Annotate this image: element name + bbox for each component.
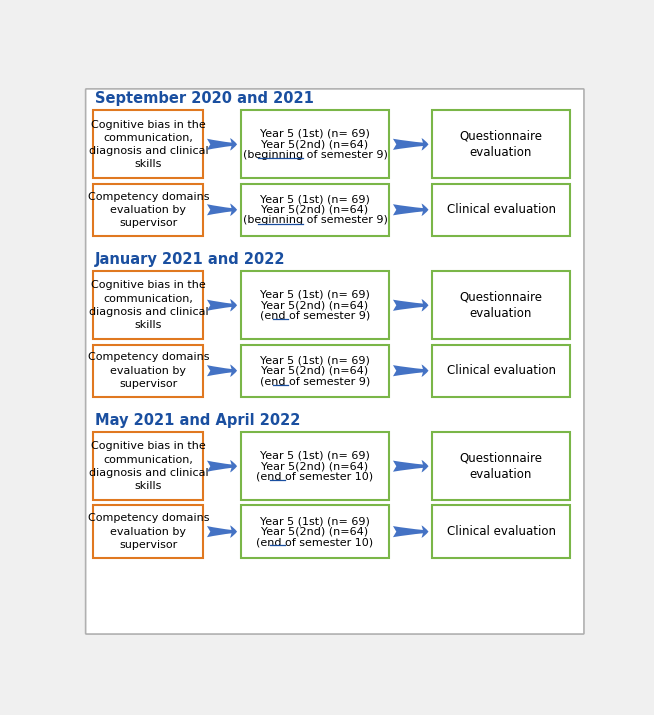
Text: Questionnaire
evaluation: Questionnaire evaluation [460, 129, 543, 159]
Bar [241, 345, 389, 397]
Text: (end of semester 10): (end of semester 10) [256, 472, 373, 482]
Bar [94, 506, 203, 558]
Text: Year 5 (1st) (n= 69): Year 5 (1st) (n= 69) [260, 516, 370, 526]
Text: Cognitive bias in the
communication,
diagnosis and clinical
skills: Cognitive bias in the communication, dia… [88, 119, 208, 169]
Bar [432, 433, 570, 500]
Bar [241, 110, 389, 178]
Text: Year 5 (1st) (n= 69): Year 5 (1st) (n= 69) [260, 194, 370, 204]
Text: (beginning of semester 9): (beginning of semester 9) [243, 215, 387, 225]
Text: Clinical evaluation: Clinical evaluation [447, 364, 555, 378]
Text: Year 5(2nd) (n=64): Year 5(2nd) (n=64) [262, 204, 369, 214]
Bar [241, 506, 389, 558]
Text: Cognitive bias in the
communication,
diagnosis and clinical
skills: Cognitive bias in the communication, dia… [88, 441, 208, 491]
Text: Year 5 (1st) (n= 69): Year 5 (1st) (n= 69) [260, 355, 370, 365]
Text: Competency domains
evaluation by
supervisor: Competency domains evaluation by supervi… [88, 192, 209, 228]
Text: Clinical evaluation: Clinical evaluation [447, 525, 555, 538]
Bar [432, 272, 570, 339]
Bar [432, 345, 570, 397]
Bar [94, 110, 203, 178]
Text: Cognitive bias in the
communication,
diagnosis and clinical
skills: Cognitive bias in the communication, dia… [88, 280, 208, 330]
Bar [432, 184, 570, 236]
Bar [94, 433, 203, 500]
Text: Competency domains
evaluation by
supervisor: Competency domains evaluation by supervi… [88, 352, 209, 389]
Text: (end of semester 9): (end of semester 9) [260, 310, 370, 320]
Bar [241, 272, 389, 339]
Bar [432, 110, 570, 178]
Text: September 2020 and 2021: September 2020 and 2021 [95, 92, 314, 107]
Bar [94, 184, 203, 236]
Bar [432, 506, 570, 558]
Text: Year 5(2nd) (n=64): Year 5(2nd) (n=64) [262, 461, 369, 471]
Text: Year 5(2nd) (n=64): Year 5(2nd) (n=64) [262, 365, 369, 375]
Text: Questionnaire
evaluation: Questionnaire evaluation [460, 290, 543, 320]
Text: Year 5(2nd) (n=64): Year 5(2nd) (n=64) [262, 527, 369, 537]
Bar [241, 433, 389, 500]
Text: (beginning of semester 9): (beginning of semester 9) [243, 149, 387, 159]
Text: Year 5(2nd) (n=64): Year 5(2nd) (n=64) [262, 300, 369, 310]
Bar [94, 345, 203, 397]
Bar [241, 184, 389, 236]
Text: (end of semester 10): (end of semester 10) [256, 537, 373, 547]
Text: Year 5 (1st) (n= 69): Year 5 (1st) (n= 69) [260, 129, 370, 139]
Text: Year 5(2nd) (n=64): Year 5(2nd) (n=64) [262, 139, 369, 149]
Text: Clinical evaluation: Clinical evaluation [447, 203, 555, 216]
FancyBboxPatch shape [86, 89, 584, 634]
Text: May 2021 and April 2022: May 2021 and April 2022 [95, 413, 300, 428]
Text: Year 5 (1st) (n= 69): Year 5 (1st) (n= 69) [260, 450, 370, 460]
Text: Questionnaire
evaluation: Questionnaire evaluation [460, 451, 543, 481]
Text: (end of semester 9): (end of semester 9) [260, 376, 370, 386]
Bar [94, 272, 203, 339]
Text: Year 5 (1st) (n= 69): Year 5 (1st) (n= 69) [260, 290, 370, 300]
Text: Competency domains
evaluation by
supervisor: Competency domains evaluation by supervi… [88, 513, 209, 550]
Text: January 2021 and 2022: January 2021 and 2022 [95, 252, 285, 267]
